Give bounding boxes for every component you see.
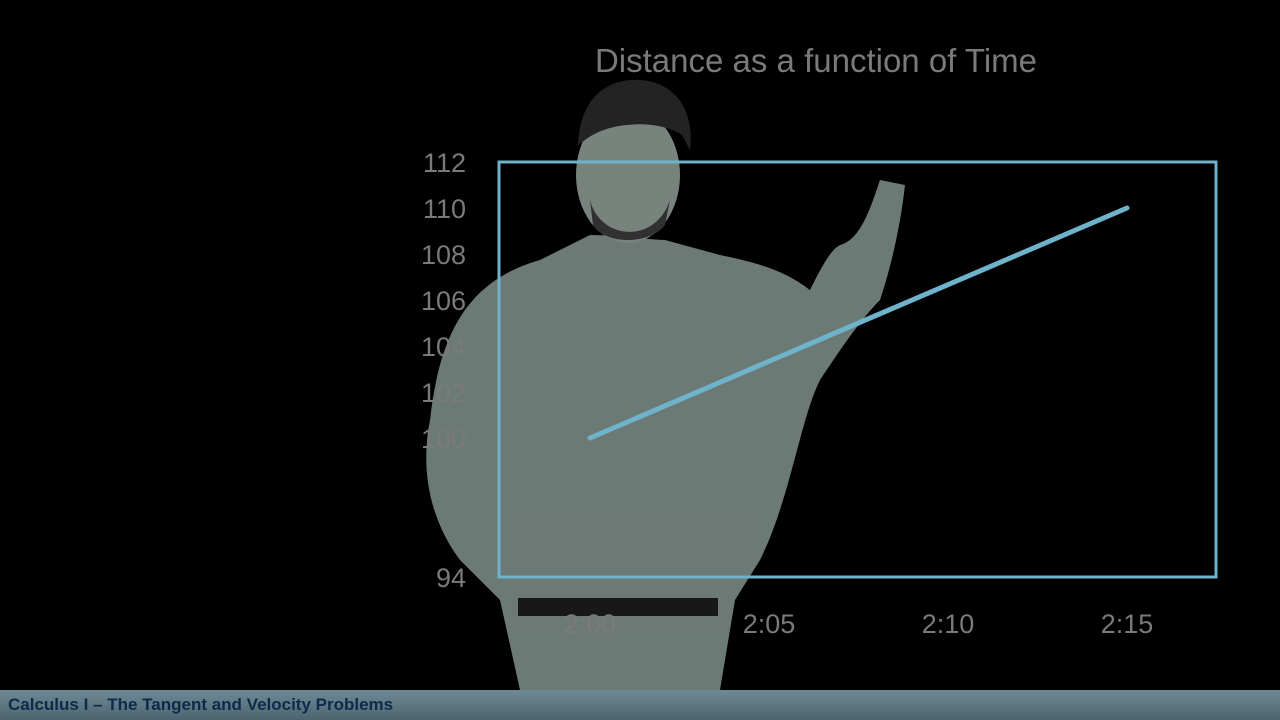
y-tick-label: 108 [421,240,466,270]
y-tick-label: 106 [421,286,466,316]
x-axis-ticks: 2:00 2:05 2:10 2:15 [564,609,1154,639]
y-tick-label: 102 [421,378,466,408]
presenter-image [426,79,905,690]
plot-frame [497,160,1218,579]
y-tick-label: 104 [421,332,466,362]
x-tick-label: 2:15 [1101,609,1154,639]
footer-title: Calculus I – The Tangent and Velocity Pr… [8,695,394,714]
y-tick-label: 100 [421,424,466,454]
x-tick-label: 2:00 [564,609,617,639]
y-tick-label: 110 [423,194,466,224]
x-tick-label: 2:10 [922,609,975,639]
chart-title: Distance as a function of Time [595,42,1037,79]
footer-bar: Calculus I – The Tangent and Velocity Pr… [0,690,1280,720]
y-tick-label: 94 [436,563,466,593]
series-line [587,205,1130,441]
x-tick-label: 2:05 [743,609,796,639]
y-tick-label: 112 [423,148,466,178]
y-axis-ticks: 112 110 108 106 104 102 100 94 [421,148,466,593]
series-layer [587,205,1130,441]
